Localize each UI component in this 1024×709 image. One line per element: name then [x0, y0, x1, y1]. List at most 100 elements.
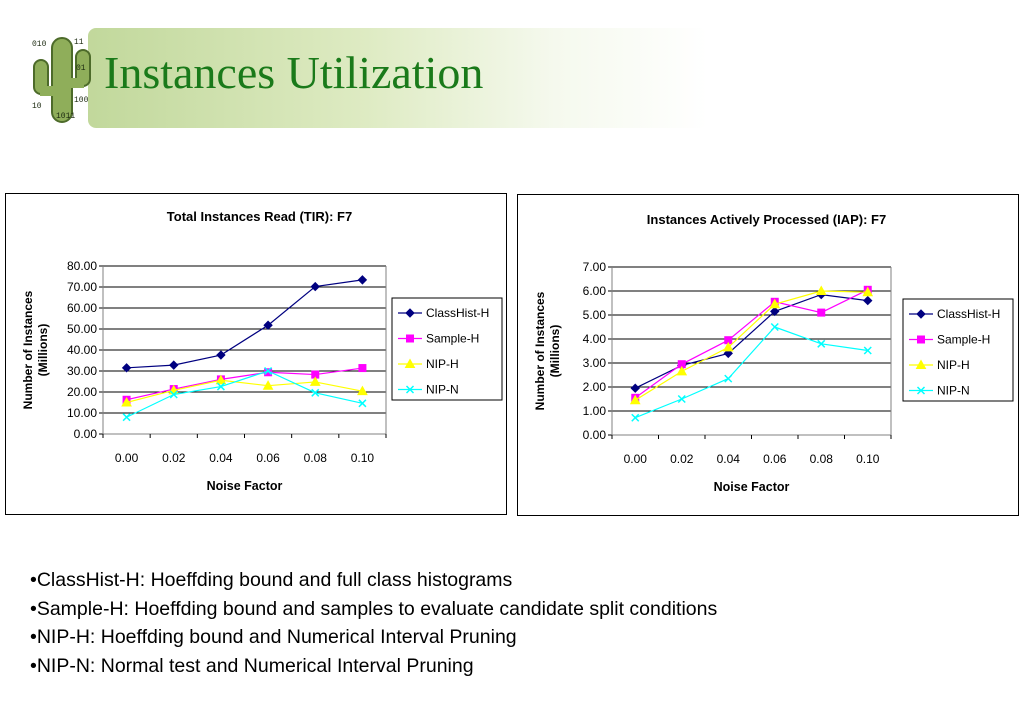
tir-chart-svg: Total Instances Read (TIR): F7 0.00 10.00 2… — [21, 209, 503, 493]
y-tick-labels: 0.00 10.00 20.00 30.00 40.00 50.00 60.00 70.00 8… — [67, 259, 97, 441]
svg-text:100: 100 — [74, 96, 89, 105]
data-point — [121, 396, 132, 407]
iap-chart: Instances Actively Processed (IAP): F7 0.… — [517, 194, 1019, 516]
chart-title: Instances Actively Processed (IAP): F7 — [647, 212, 886, 227]
legend-item: NIP-H — [909, 358, 970, 372]
data-point — [215, 374, 227, 385]
x-tick-label: 0.06 — [763, 452, 787, 466]
series-sample-h — [631, 285, 872, 402]
legend-marker — [404, 358, 416, 368]
series-nip-n — [631, 322, 872, 422]
legend-label: NIP-N — [937, 384, 970, 398]
data-point — [357, 385, 368, 396]
data-point — [770, 306, 780, 317]
data-point — [770, 322, 779, 332]
svg-text:01: 01 — [76, 64, 86, 73]
x-axis-label: Noise Factor — [207, 479, 283, 493]
x-tick-label: 0.08 — [810, 452, 834, 466]
y-tick-label: 6.00 — [583, 284, 607, 298]
data-point — [264, 366, 273, 376]
svg-text:1011: 1011 — [56, 112, 75, 121]
legend-box — [391, 297, 503, 401]
data-point — [863, 346, 872, 355]
x-tick-labels: 0.00 0.02 0.04 0.06 0.08 0.10 — [115, 451, 375, 465]
data-point — [122, 413, 131, 422]
bullet-sample: •Sample-H: Hoeffding bound and samples t… — [30, 597, 718, 620]
data-point — [358, 399, 367, 408]
data-point — [169, 360, 179, 370]
y-tick-label: 3.00 — [583, 356, 607, 370]
y-tick-label: 0.00 — [74, 427, 98, 441]
data-point — [358, 364, 367, 373]
legend-label: ClassHist-H — [426, 306, 489, 320]
y-tick-label: 20.00 — [67, 385, 97, 399]
slide-title: Instances Utilization — [104, 47, 484, 98]
title-banner — [88, 28, 708, 128]
x-tick-label: 0.04 — [717, 452, 741, 466]
y-axis-label: Number of Instances(Millions) — [21, 290, 50, 409]
legend-label: NIP-H — [937, 358, 970, 372]
legend-item: NIP-H — [398, 357, 459, 371]
legend-label: Sample-H — [937, 333, 990, 347]
series-line — [635, 326, 868, 419]
data-point — [862, 286, 874, 297]
x-tick-label: 0.04 — [209, 451, 233, 465]
series-line — [126, 379, 363, 404]
gridlines — [103, 265, 386, 435]
data-point — [263, 320, 273, 330]
data-point — [310, 281, 320, 292]
legend-description-list: •ClassHist-H: Hoeffding bound and full c… — [30, 566, 717, 680]
data-point — [262, 380, 274, 390]
data-point — [631, 413, 640, 422]
series-sample-h — [122, 364, 367, 404]
legend-marker — [406, 334, 414, 343]
x-tick-label: 0.08 — [304, 451, 328, 465]
y-tick-label: 0.00 — [583, 428, 607, 442]
y-axis-label: Number of Instances(Millions) — [533, 291, 562, 410]
data-point — [724, 374, 733, 383]
y-tick-label: 10.00 — [67, 406, 97, 420]
x-tick-label: 0.02 — [670, 452, 694, 466]
series-nip-h — [629, 285, 874, 405]
legend-marker — [917, 335, 925, 344]
series-classhist-h — [121, 275, 368, 373]
iap-chart-svg: Instances Actively Processed (IAP): F7 0.… — [533, 212, 1014, 494]
legend-item: NIP-N — [909, 384, 970, 398]
tir-chart: Total Instances Read (TIR): F7 0.00 10.00 2… — [5, 193, 507, 515]
y-tick-label: 5.00 — [583, 308, 607, 322]
series-line — [126, 279, 363, 369]
data-point — [815, 285, 827, 295]
legend-marker — [915, 359, 927, 369]
data-point — [357, 275, 368, 285]
legend: ClassHist-H Sample-H NIP-H NIP-N — [902, 298, 1014, 402]
y-tick-label: 60.00 — [67, 301, 97, 315]
y-tick-label: 2.00 — [583, 380, 607, 394]
legend-item: Sample-H — [909, 333, 990, 347]
data-point — [121, 363, 132, 373]
legend: ClassHist-H Sample-H NIP-H NIP-N — [391, 297, 503, 401]
data-point — [676, 365, 688, 376]
cactus-logo-icon: 010 11 01 10 100 1011 — [32, 37, 91, 123]
legend-item: NIP-N — [398, 383, 459, 397]
y-tick-labels: 0.00 1.00 2.00 3.00 4.00 5.00 6.00 7.00 — [583, 260, 607, 442]
x-tick-label: 0.00 — [624, 452, 648, 466]
data-point — [863, 295, 873, 306]
x-axis-label: Noise Factor — [714, 480, 790, 494]
data-point — [817, 339, 826, 348]
legend-marker — [405, 308, 415, 318]
data-point — [309, 376, 321, 386]
x-tick-label: 0.00 — [115, 451, 139, 465]
svg-text:11: 11 — [74, 38, 84, 47]
data-point — [769, 298, 781, 309]
data-point — [216, 382, 225, 391]
legend-item: ClassHist-H — [909, 307, 1000, 321]
data-point — [817, 308, 826, 317]
y-tick-label: 50.00 — [67, 322, 97, 336]
data-point — [216, 350, 226, 360]
svg-text:010: 010 — [32, 40, 47, 49]
data-point — [169, 390, 178, 399]
y-tick-label: 40.00 — [67, 343, 97, 357]
bullet-classhist: •ClassHist-H: Hoeffding bound and full c… — [30, 569, 513, 591]
x-tick-label: 0.10 — [351, 451, 375, 465]
legend-marker — [405, 385, 415, 394]
